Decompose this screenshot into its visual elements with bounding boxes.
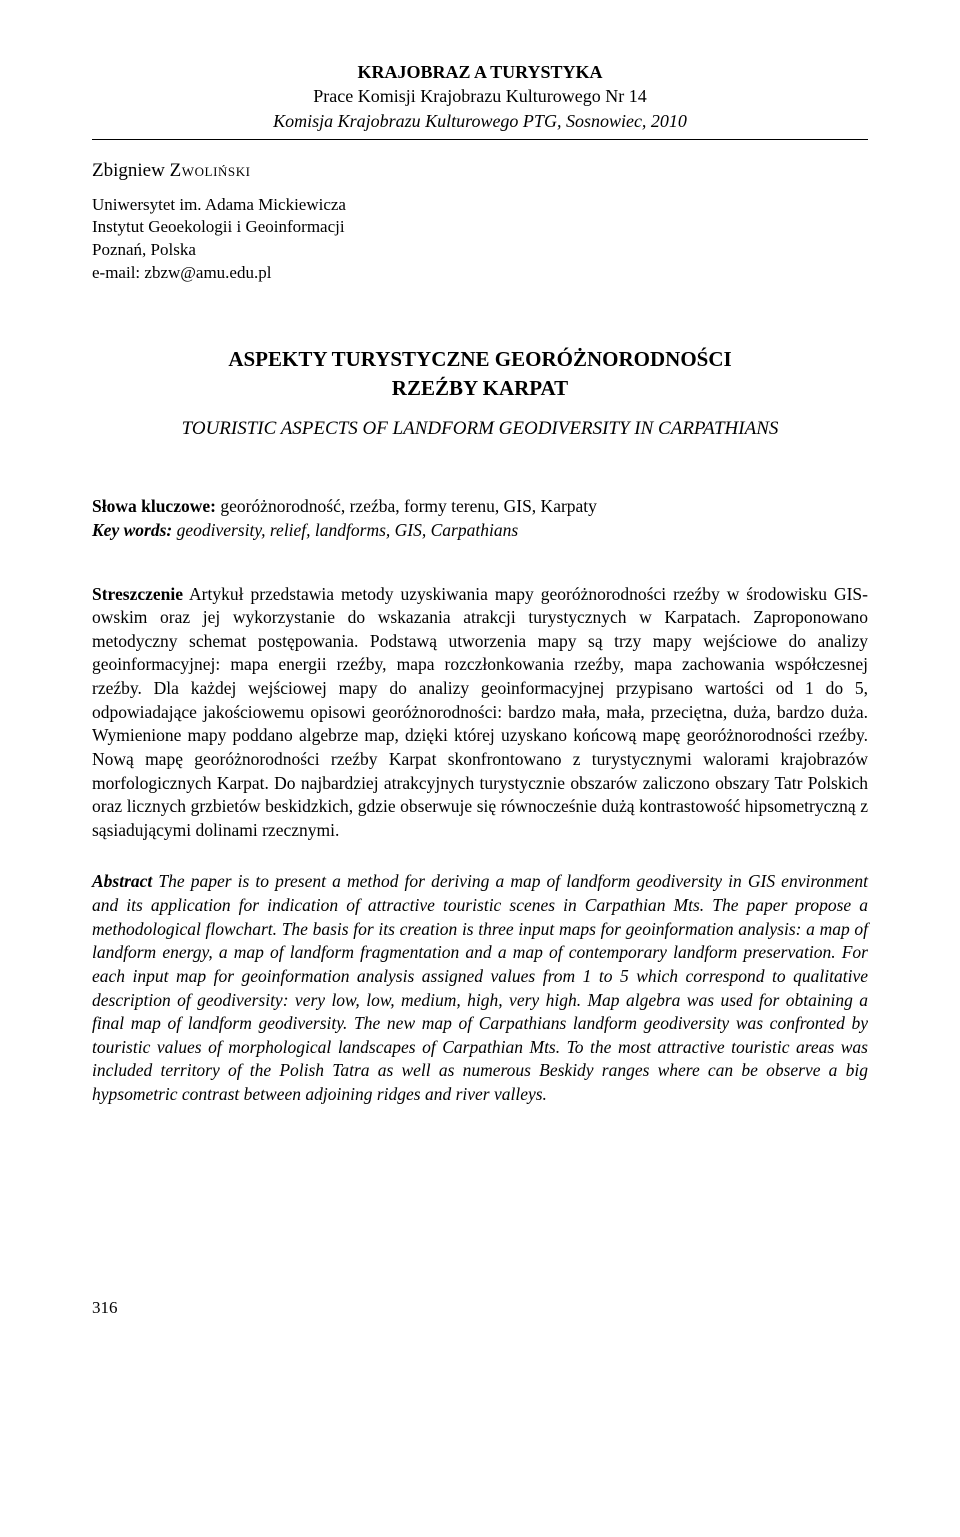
keywords-text-en: geodiversity, relief, landforms, GIS, Ca…	[172, 520, 518, 540]
paper-title-pl: ASPEKTY TURYSTYCZNE GEORÓŻNORODNOŚCI RZE…	[92, 345, 868, 402]
author-email: e-mail: zbzw@amu.edu.pl	[92, 262, 868, 285]
author-block: Zbigniew Zwoliński Uniwersytet im. Adama…	[92, 158, 868, 285]
author-affiliation-institute: Instytut Geoekologii i Geoinformacji	[92, 216, 868, 239]
series-title: KRAJOBRAZ A TURYSTYKA	[92, 60, 868, 84]
author-name: Zbigniew Zwoliński	[92, 158, 868, 184]
abstract-en-body: The paper is to present a method for der…	[92, 871, 868, 1104]
abstract-pl-body: Artykuł przedstawia metody uzyskiwania m…	[92, 584, 868, 840]
paper-title-pl-line1: ASPEKTY TURYSTYCZNE GEORÓŻNORODNOŚCI	[92, 345, 868, 373]
paper-title-en: TOURISTIC ASPECTS OF LANDFORM GEODIVERSI…	[92, 416, 868, 442]
author-first-name: Zbigniew	[92, 160, 165, 181]
keywords-label-en: Key words:	[92, 520, 172, 540]
keywords-pl: Słowa kluczowe: georóżnorodność, rzeźba,…	[92, 494, 868, 519]
abstract-en: Abstract The paper is to present a metho…	[92, 870, 868, 1106]
abstract-pl-label: Streszczenie	[92, 584, 183, 604]
author-affiliation-university: Uniwersytet im. Adama Mickiewicza	[92, 194, 868, 217]
abstract-pl: Streszczenie Artykuł przedstawia metody …	[92, 583, 868, 843]
series-header: KRAJOBRAZ A TURYSTYKA Prace Komisji Kraj…	[92, 60, 868, 133]
keywords-text-pl: georóżnorodność, rzeźba, formy terenu, G…	[216, 496, 597, 516]
abstract-en-label: Abstract	[92, 871, 152, 891]
page-number: 316	[92, 1297, 868, 1320]
author-last-name: Zwoliński	[170, 160, 251, 181]
author-affiliation-city: Poznań, Polska	[92, 239, 868, 262]
paper-title-pl-line2: RZEŹBY KARPAT	[92, 374, 868, 402]
horizontal-rule	[92, 139, 868, 140]
series-subtitle: Prace Komisji Krajobrazu Kulturowego Nr …	[92, 84, 868, 108]
keywords-block: Słowa kluczowe: georóżnorodność, rzeźba,…	[92, 494, 868, 543]
title-block: ASPEKTY TURYSTYCZNE GEORÓŻNORODNOŚCI RZE…	[92, 345, 868, 441]
keywords-label-pl: Słowa kluczowe:	[92, 496, 216, 516]
series-publisher-line: Komisja Krajobrazu Kulturowego PTG, Sosn…	[92, 109, 868, 133]
keywords-en: Key words: geodiversity, relief, landfor…	[92, 518, 868, 543]
